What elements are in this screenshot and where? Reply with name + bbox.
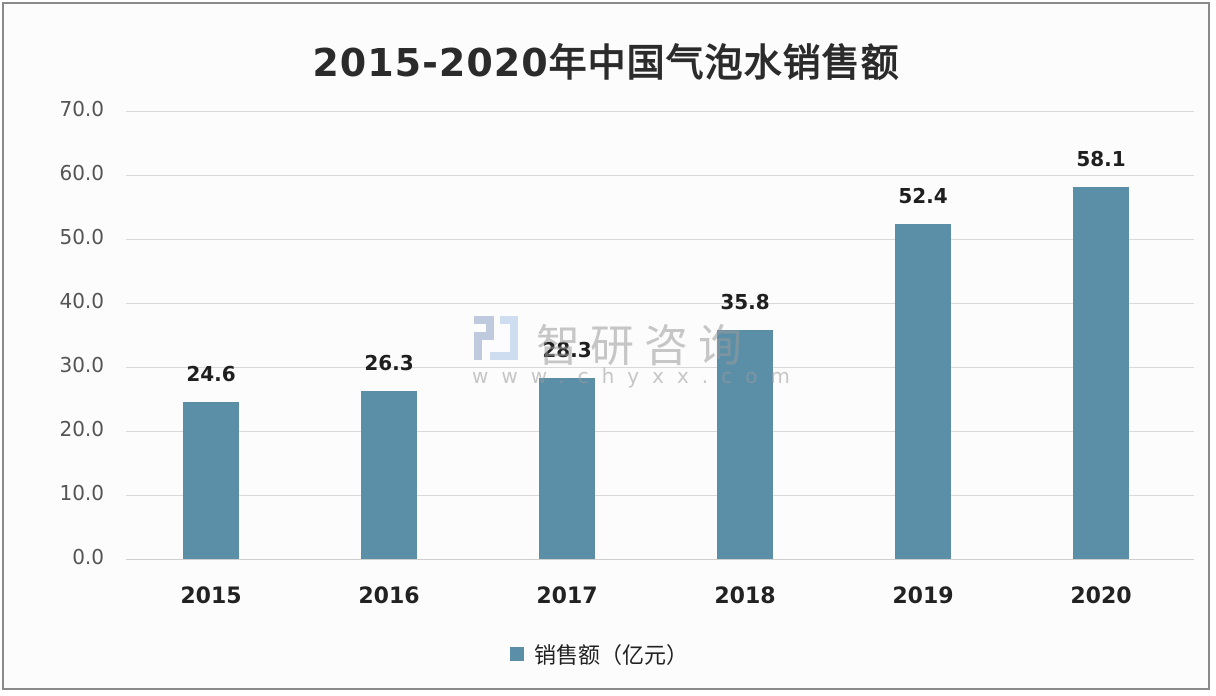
y-tick-label: 20.0 bbox=[59, 417, 104, 441]
x-tick-label: 2015 bbox=[180, 584, 242, 609]
bar-2018 bbox=[717, 329, 773, 559]
data-label: 28.3 bbox=[542, 337, 592, 362]
plot-area: 24.6 26.3 28.3 35.8 52.4 58.1 bbox=[126, 111, 1194, 560]
bar-2015 bbox=[183, 401, 239, 559]
legend: 销售额（亿元） bbox=[510, 638, 688, 670]
data-label: 26.3 bbox=[364, 350, 414, 375]
data-label: 52.4 bbox=[898, 183, 948, 208]
x-tick-label: 2019 bbox=[892, 584, 954, 609]
data-label: 24.6 bbox=[186, 361, 236, 386]
x-tick-label: 2017 bbox=[536, 584, 598, 609]
y-tick-label: 10.0 bbox=[59, 481, 104, 505]
gridline bbox=[126, 559, 1194, 560]
bar-2019 bbox=[895, 223, 951, 559]
x-tick-label: 2018 bbox=[714, 584, 776, 609]
gridline bbox=[126, 303, 1194, 304]
gridline bbox=[126, 111, 1194, 112]
gridline bbox=[126, 175, 1194, 176]
bar-2020 bbox=[1073, 187, 1129, 559]
y-tick-label: 70.0 bbox=[59, 97, 104, 121]
bar-2016 bbox=[361, 390, 417, 559]
gridline bbox=[126, 367, 1194, 368]
data-label: 58.1 bbox=[1076, 147, 1126, 172]
bar-2017 bbox=[539, 377, 595, 559]
y-tick-label: 60.0 bbox=[59, 161, 104, 185]
legend-label: 销售额（亿元） bbox=[534, 644, 689, 669]
y-tick-label: 30.0 bbox=[59, 353, 104, 377]
y-tick-label: 0.0 bbox=[72, 545, 104, 569]
chart-title: 2015-2020年中国气泡水销售额 bbox=[312, 41, 900, 85]
data-label: 35.8 bbox=[720, 289, 770, 314]
y-tick-label: 50.0 bbox=[59, 225, 104, 249]
gridline bbox=[126, 239, 1194, 240]
gridline bbox=[126, 495, 1194, 496]
x-tick-label: 2016 bbox=[358, 584, 420, 609]
x-tick-label: 2020 bbox=[1070, 584, 1132, 609]
y-tick-label: 40.0 bbox=[59, 289, 104, 313]
gridline bbox=[126, 431, 1194, 432]
legend-swatch-icon bbox=[510, 647, 524, 661]
